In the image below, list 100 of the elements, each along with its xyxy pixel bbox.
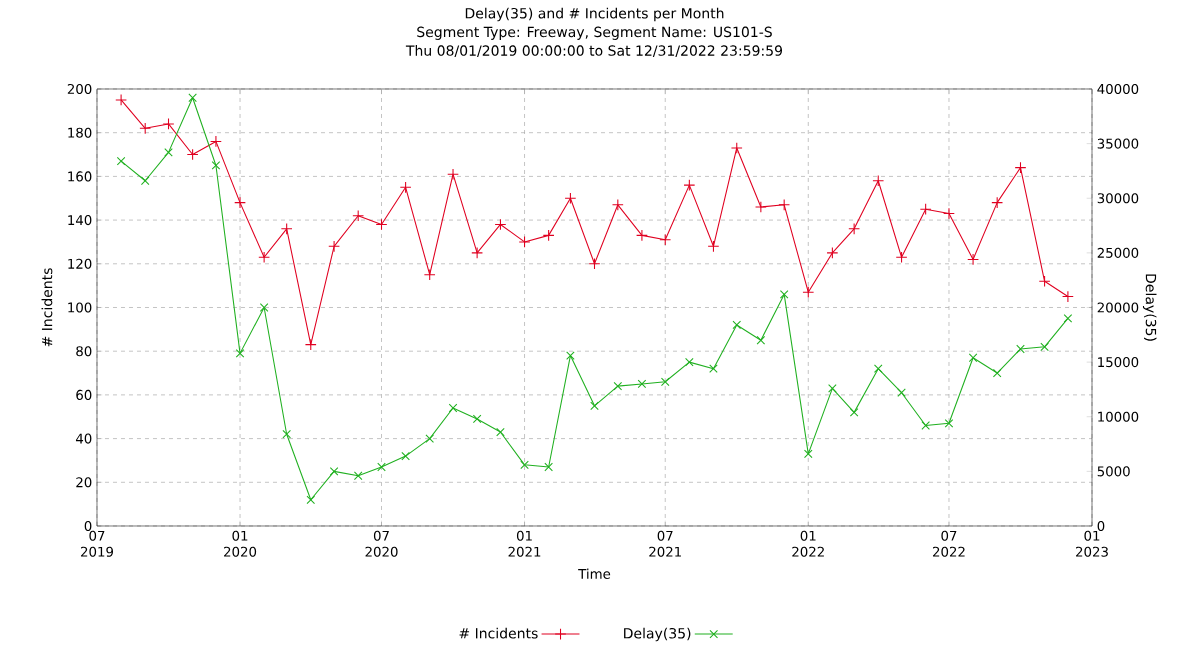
point xyxy=(352,209,365,222)
point xyxy=(756,336,766,345)
y-tick-label: 180 xyxy=(68,127,92,138)
point xyxy=(447,168,459,181)
point xyxy=(709,364,718,374)
point xyxy=(425,434,435,444)
x-axis-title: Time xyxy=(578,568,611,580)
point xyxy=(329,467,339,476)
point xyxy=(304,338,317,351)
point xyxy=(968,353,978,363)
y2-tick-label: 35000 xyxy=(1097,138,1139,149)
x-tick-label: 07 2021 xyxy=(649,530,681,557)
point xyxy=(659,234,672,246)
y2-tick-label: 30000 xyxy=(1097,193,1139,204)
point xyxy=(235,349,245,358)
point xyxy=(779,290,789,299)
y2-axis-title: Delay(35) xyxy=(1142,274,1157,341)
point xyxy=(140,176,150,186)
point xyxy=(258,251,270,264)
point xyxy=(186,148,199,161)
point xyxy=(897,388,906,398)
point xyxy=(139,122,152,135)
point xyxy=(943,207,955,220)
y2-tick-label: 10000 xyxy=(1098,411,1139,422)
point xyxy=(518,236,531,248)
chart-title: Delay(35) and # Incidents per Month xyxy=(465,7,724,22)
point xyxy=(259,303,269,312)
point xyxy=(423,268,436,281)
point xyxy=(566,351,575,361)
point xyxy=(732,320,742,330)
point xyxy=(685,357,694,367)
point xyxy=(377,462,386,472)
point xyxy=(353,471,363,481)
point xyxy=(803,449,813,459)
legend-label: # Incidents xyxy=(459,627,538,639)
point xyxy=(328,240,340,253)
point xyxy=(544,462,553,472)
y-tick-label: 120 xyxy=(68,258,92,269)
point xyxy=(234,196,246,209)
point xyxy=(828,384,837,393)
point xyxy=(613,381,623,391)
y2-tick-label: 5000 xyxy=(1097,466,1130,477)
point xyxy=(1038,275,1051,288)
point xyxy=(280,223,293,235)
chart-subtitle: Segment Type: Freeway, Segment Name: US101-S xyxy=(417,26,772,41)
y2-tick-label: 15000 xyxy=(1098,357,1139,368)
text: Thu 08/01/2019 00:00:00 to Sat 12/31/2022 23:59:59 xyxy=(405,45,783,58)
point xyxy=(1016,344,1025,354)
point xyxy=(399,181,412,194)
point xyxy=(683,179,696,192)
point xyxy=(211,161,221,170)
y-tick-label: 0 xyxy=(84,521,92,532)
point xyxy=(564,192,577,205)
point xyxy=(115,94,127,106)
point xyxy=(282,430,291,439)
x-tick-label: 07 2019 xyxy=(81,530,114,557)
y-tick-label: 140 xyxy=(68,215,92,226)
x-tick-label: 07 2022 xyxy=(932,530,965,557)
y-axis-title: # Incidents xyxy=(41,268,53,347)
point xyxy=(778,199,791,211)
point xyxy=(848,223,861,235)
point xyxy=(520,460,529,470)
point xyxy=(921,421,930,430)
point xyxy=(849,408,859,417)
point xyxy=(471,247,483,259)
point xyxy=(496,427,505,437)
point xyxy=(873,364,883,374)
x-tick-label: 01 2023 xyxy=(1076,530,1108,557)
point xyxy=(754,201,767,213)
legend-label: Delay(35) xyxy=(624,627,691,642)
point xyxy=(164,148,173,157)
point xyxy=(494,218,507,231)
point xyxy=(1014,161,1027,174)
point xyxy=(611,199,624,211)
y-tick-label: 80 xyxy=(76,346,92,357)
point xyxy=(1040,342,1049,352)
point xyxy=(637,379,647,389)
point xyxy=(826,247,839,259)
point xyxy=(162,118,175,130)
point xyxy=(1062,290,1074,303)
y-tick-label: 40 xyxy=(75,433,92,444)
point xyxy=(636,229,648,242)
x-tick-label: 01 2021 xyxy=(508,530,541,557)
y-tick-label: 100 xyxy=(68,302,92,313)
y2-tick-label: 25000 xyxy=(1097,247,1139,259)
point xyxy=(590,401,599,411)
x-tick-label: 01 2020 xyxy=(224,530,257,557)
point xyxy=(542,229,555,242)
point xyxy=(401,451,410,461)
point xyxy=(188,93,197,103)
point xyxy=(588,258,601,270)
y2-tick-label: 40000 xyxy=(1097,84,1139,95)
y-tick-label: 160 xyxy=(68,171,92,182)
point xyxy=(992,368,1002,378)
y-tick-label: 60 xyxy=(76,389,92,401)
point xyxy=(472,414,482,424)
y-tick-label: 200 xyxy=(67,84,92,95)
y2-tick-label: 20000 xyxy=(1097,302,1139,313)
point xyxy=(802,286,815,299)
y-tick-label: 20 xyxy=(76,477,92,488)
